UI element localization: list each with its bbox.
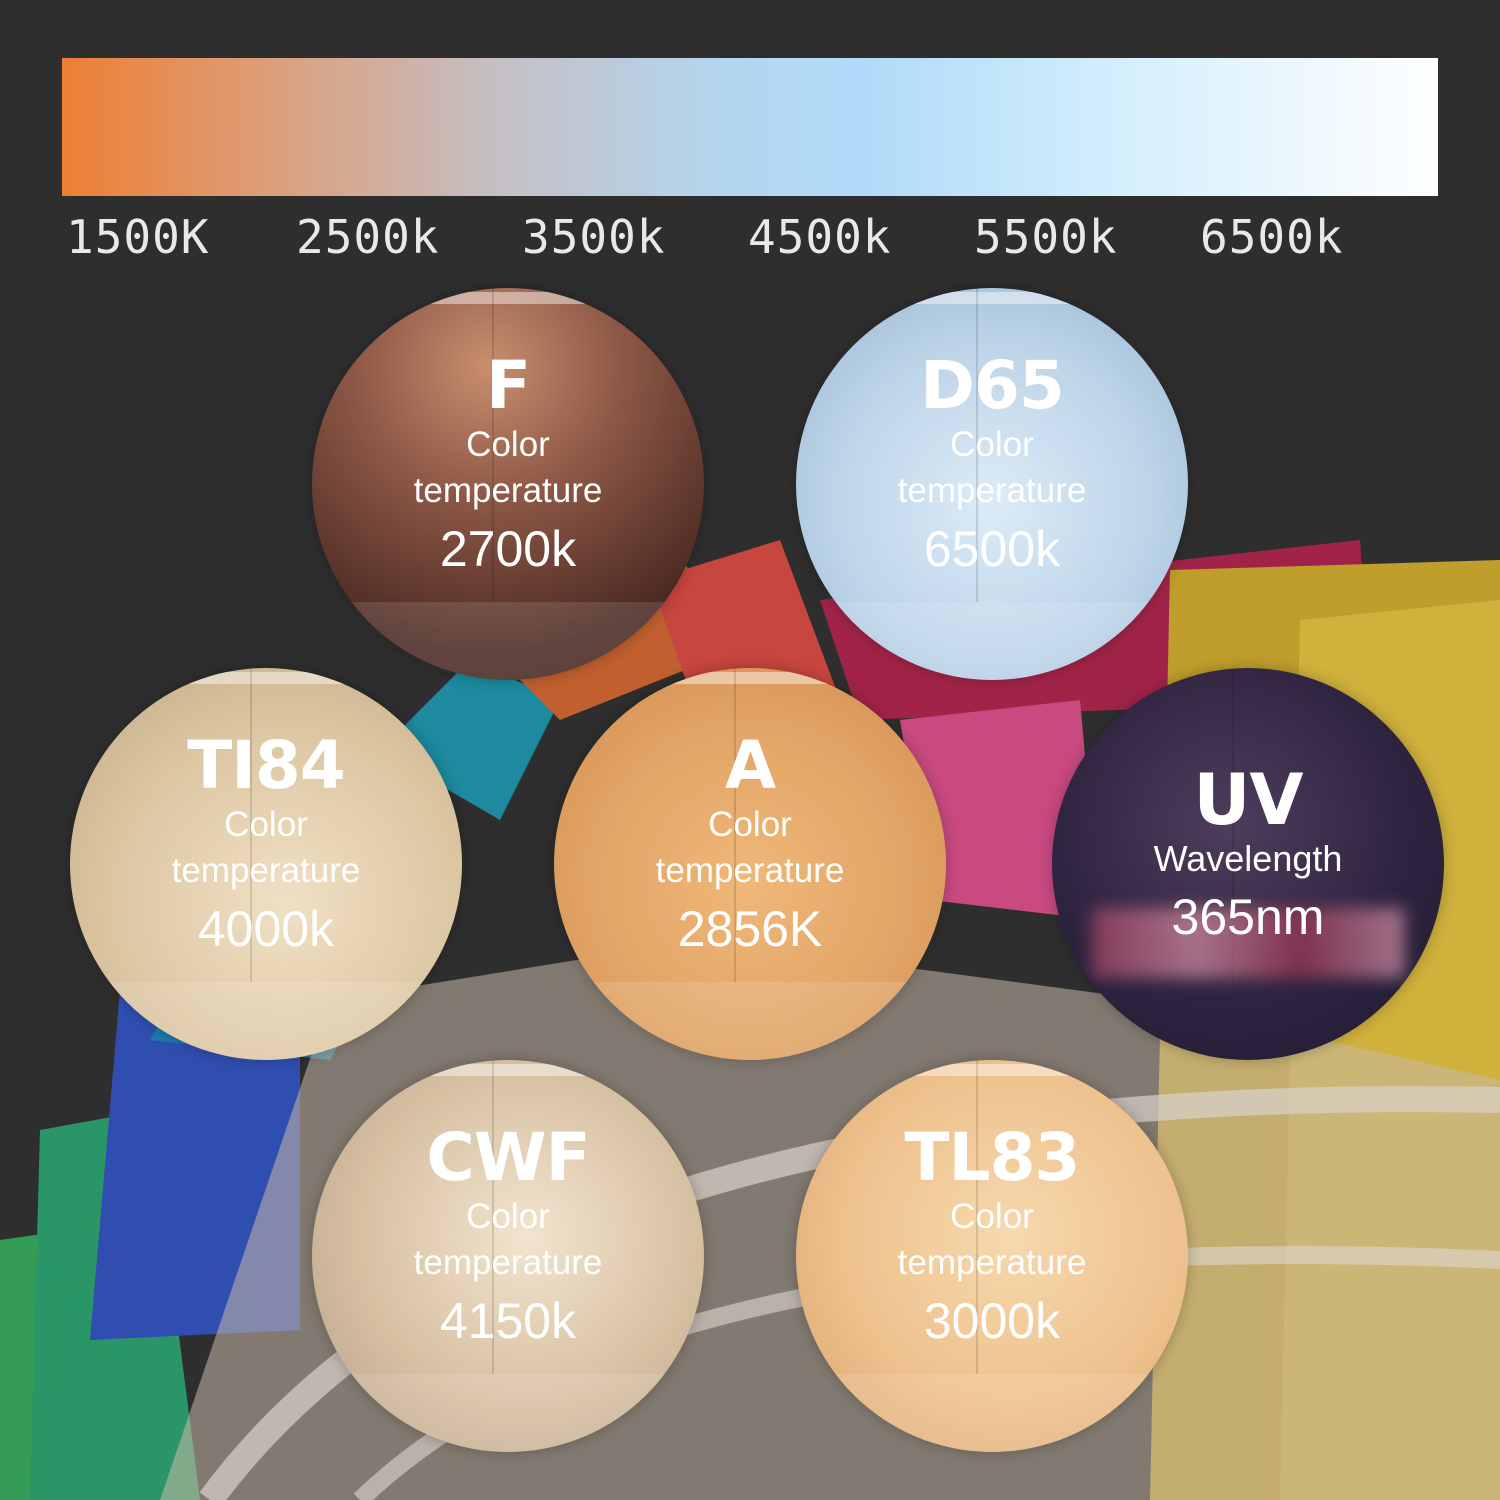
light-source-uv: UV Wavelength 365nm [1052,668,1444,1060]
light-source-a: A Color temperature 2856K [554,668,946,1060]
blurred-swatches [1092,908,1404,978]
light-booth-image [796,288,1188,680]
swatch-card [900,700,1100,920]
light-source-label: Color [950,1197,1034,1236]
light-source-code: TI84 [187,727,345,804]
light-source-label: Color [950,425,1034,464]
scale-label: 3500k [522,210,666,264]
light-source-label: Color [466,1197,550,1236]
light-source-label: temperature [413,471,603,510]
light-source-code: D65 [920,347,1065,424]
swatch-card [380,660,560,820]
light-source-value: 365nm [1171,889,1325,945]
light-source-label: temperature [413,1243,603,1282]
light-source-label: temperature [171,851,361,890]
light-source-code: UV [1193,759,1303,841]
light-source-label: Color [466,425,550,464]
light-source-tl83: TL83 Color temperature 3000k [796,1060,1188,1452]
scale-label: 4500k [748,210,892,264]
light-source-label: Color [708,805,792,844]
light-source-f: F Color temperature 2700k [312,288,704,680]
light-booth-image [554,668,946,1060]
light-source-label: Wavelength [1153,838,1343,879]
temperature-scale-labels: 1500K 2500k 3500k 4500k 5500k 6500k [0,210,1500,270]
light-source-code: CWF [426,1119,590,1196]
light-source-value: 2700k [439,521,577,577]
scale-label: 5500k [974,210,1118,264]
light-source-label: temperature [655,851,845,890]
light-booth-image [312,288,704,680]
light-source-value: 3000k [923,1293,1061,1349]
light-source-code: F [485,347,531,424]
light-booth-image [70,668,462,1060]
light-source-value: 6500k [923,521,1061,577]
light-source-value: 4000k [197,901,335,957]
light-source-ti84: TI84 Color temperature 4000k [70,668,462,1060]
scale-label: 2500k [296,210,440,264]
light-booth-image [1052,668,1444,1060]
light-source-code: TL83 [904,1119,1081,1196]
scale-label: 6500k [1200,210,1344,264]
light-source-label: Color [224,805,308,844]
light-source-value: 4150k [439,1293,577,1349]
light-booth-image [312,1060,704,1452]
light-source-value: 2856K [677,901,823,957]
light-source-cwf: CWF Color temperature 4150k [312,1060,704,1452]
light-booth-image [796,1060,1188,1452]
color-temperature-gradient-bar [62,58,1438,196]
scale-label: 1500K [66,210,210,264]
light-source-label: temperature [897,471,1087,510]
light-source-label: temperature [897,1243,1087,1282]
light-source-code: A [724,727,776,804]
light-source-d65: D65 Color temperature 6500k [796,288,1188,680]
